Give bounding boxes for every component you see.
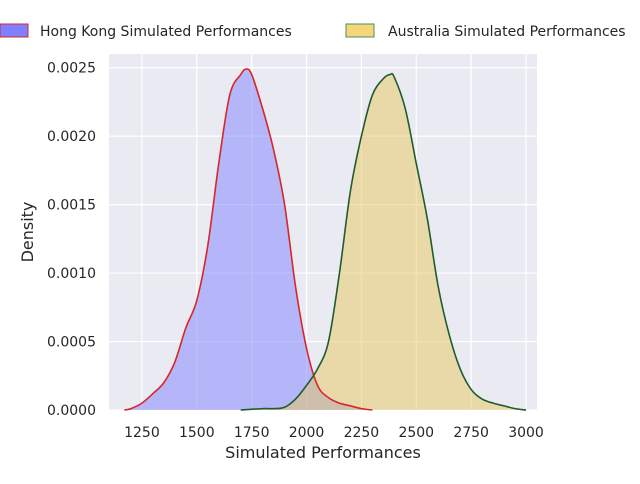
y-axis-label: Density	[18, 202, 37, 263]
density-areas	[124, 68, 527, 411]
legend-label-australia: Australia Simulated Performances	[388, 24, 626, 40]
x-tick-label: 2500	[398, 425, 434, 441]
density-line-australia	[240, 72, 527, 411]
y-tick-label: 0.0005	[47, 335, 96, 351]
x-tick-label: 3000	[508, 425, 544, 441]
legend-label-hong-kong: Hong Kong Simulated Performances	[40, 24, 292, 40]
x-tick-label: 2000	[289, 425, 325, 441]
x-tick-label: 1250	[124, 425, 160, 441]
density-lines	[124, 68, 527, 411]
y-tick-label: 0.0015	[47, 198, 96, 214]
x-tick-label: 1500	[179, 425, 215, 441]
y-tick-label: 0.0010	[47, 266, 96, 282]
y-axis-ticks: 0.0000 0.0005 0.0010 0.0015 0.0020 0.0025	[47, 61, 96, 419]
legend: Hong Kong Simulated Performances Austral…	[0, 23, 626, 40]
y-tick-label: 0.0020	[47, 129, 96, 145]
x-axis-label: Simulated Performances	[225, 443, 421, 462]
y-tick-label: 0.0000	[47, 403, 96, 419]
y-tick-label: 0.0025	[47, 61, 96, 77]
density-line-hong-kong	[124, 68, 373, 411]
legend-swatch-hong-kong	[0, 23, 29, 38]
x-tick-label: 2750	[453, 425, 489, 441]
legend-swatch-australia	[345, 23, 375, 38]
x-axis-ticks: 1250 1500 1750 2000 2250 2500 2750 3000	[124, 425, 544, 441]
x-tick-label: 2250	[344, 425, 380, 441]
density-area-hong-kong	[124, 68, 373, 411]
x-tick-label: 1750	[234, 425, 270, 441]
density-area-australia	[240, 73, 527, 410]
